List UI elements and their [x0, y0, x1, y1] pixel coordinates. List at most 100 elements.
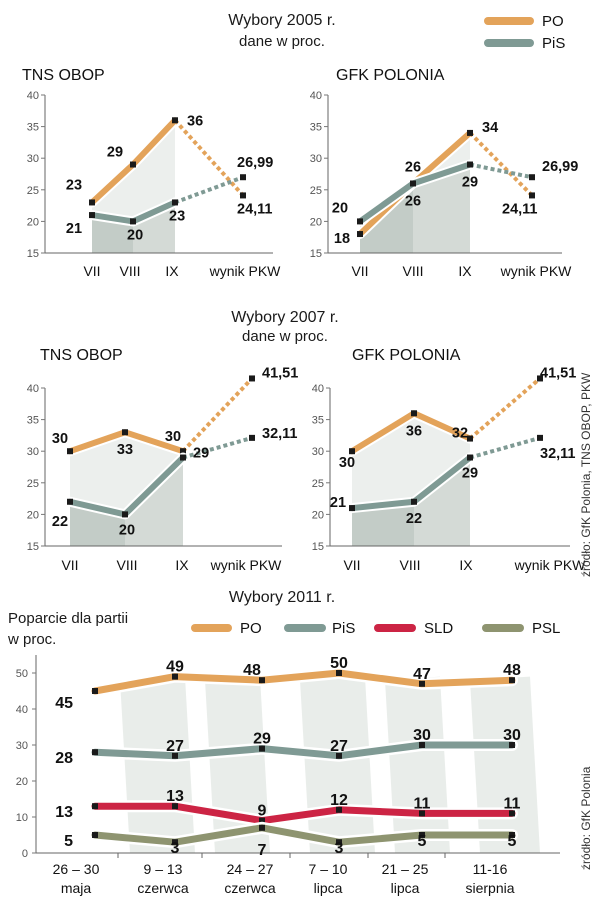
data-point-po — [89, 199, 95, 206]
data-label-po: 30 — [52, 431, 68, 447]
data-label-po: 26 — [405, 159, 421, 175]
series-line-2011-sld — [91, 802, 516, 825]
panel-title: TNS OBOP — [40, 347, 123, 364]
x-tick-label-2011-month: lipca — [391, 880, 420, 896]
legend-2011: PO PiS SLD PSL — [191, 620, 560, 637]
y-tick-label: 40 — [27, 383, 39, 395]
data-label-2011-sld: 12 — [330, 792, 348, 809]
data-label-pis: 23 — [169, 208, 185, 224]
x-tick-label: VII — [83, 263, 100, 279]
x-tick-label: IX — [459, 557, 473, 573]
data-label-po: 29 — [107, 145, 123, 161]
shade-under-pis — [414, 457, 470, 546]
section-2005-title: Wybory 2005 r. — [228, 12, 335, 29]
data-label-po: 36 — [406, 423, 422, 439]
data-label-2011-psl: 7 — [258, 842, 267, 859]
data-point-2011-sld — [259, 817, 265, 824]
x-tick-label: VIII — [119, 263, 140, 279]
y-tick-label: 15 — [312, 541, 324, 553]
data-point-2011-sld — [419, 810, 425, 817]
ylabel-2011-line1: Poparcie dla partii — [8, 610, 128, 627]
shade-column-2011 — [385, 676, 450, 853]
data-label-pis: 32,11 — [262, 426, 298, 442]
x-tick-label-2011-range: 24 – 27 — [227, 861, 274, 877]
data-label-2011-pis: 30 — [413, 727, 431, 744]
x-tick-label: VII — [343, 557, 360, 573]
x-tick-label: VII — [61, 557, 78, 573]
data-point-2011-pis — [172, 752, 178, 759]
shade-under-pis — [133, 202, 175, 253]
data-point-pis — [67, 498, 73, 505]
y-tick-label: 40 — [27, 90, 39, 102]
data-label-2011-psl: 5 — [418, 833, 427, 850]
y-tick-label-2011: 30 — [16, 740, 28, 752]
source-note-top: źródło: GfK Polonia, TNS OBOP, PKW — [579, 372, 593, 577]
y-tick-label-2011: 0 — [22, 848, 28, 860]
data-point-2011-sld — [336, 806, 342, 813]
shade-column-2011 — [120, 676, 195, 853]
series-dashed-po — [173, 118, 245, 197]
data-label-pis: 29 — [462, 466, 478, 482]
x-tick-label: VIII — [402, 263, 423, 279]
data-label-2011-pis: 30 — [503, 727, 521, 744]
section-2007-subtitle: dane w proc. — [242, 328, 328, 345]
x-tick-label: VIII — [116, 557, 137, 573]
data-label-2011-pis: 27 — [166, 738, 184, 755]
ylabel-2011-line2: w proc. — [7, 631, 56, 648]
data-label-pis: 22 — [406, 511, 422, 527]
y-tick-label: 15 — [27, 541, 39, 553]
series-dashed-pis — [469, 435, 541, 460]
panel-title: GFK POLONIA — [336, 67, 445, 84]
data-label-2011-pis: 28 — [55, 750, 73, 767]
data-label-2011-po: 47 — [413, 666, 431, 683]
y-tick-label: 15 — [27, 248, 39, 260]
data-point-po — [411, 410, 417, 417]
x-tick-label-2011-month: maja — [61, 880, 92, 896]
y-tick-label: 30 — [27, 446, 39, 458]
legend-2011-po-label: PO — [240, 620, 262, 637]
series-dashed-pis — [174, 175, 244, 205]
data-label-2011-psl: 5 — [508, 833, 517, 850]
data-point-po — [67, 448, 73, 455]
y-tick-label: 35 — [312, 415, 324, 427]
data-point-2011-po — [92, 688, 98, 694]
data-label-pis: 20 — [127, 227, 143, 243]
section-2007-title: Wybory 2007 r. — [231, 309, 338, 326]
data-point-pis — [537, 434, 543, 441]
data-label-2011-po: 50 — [330, 655, 348, 672]
series-line-2011-pis — [91, 741, 516, 760]
data-point-po — [357, 231, 363, 238]
data-label-pis: 26,99 — [542, 159, 578, 175]
data-label-pis: 21 — [330, 495, 346, 511]
data-label-2011-po: 49 — [166, 659, 184, 676]
data-label-2011-sld: 11 — [504, 795, 521, 812]
data-point-po — [529, 192, 535, 199]
x-tick-label: IX — [175, 557, 189, 573]
x-tick-label-2011-range: 26 – 30 — [53, 861, 100, 877]
y-tick-label: 20 — [27, 216, 39, 228]
data-point-2011-pis — [419, 742, 425, 748]
series-dashed-pis — [469, 162, 533, 180]
data-point-2011-pis — [336, 752, 342, 759]
y-tick-label: 40 — [312, 383, 324, 395]
data-point-2011-psl — [92, 832, 98, 838]
section-2005-subtitle: dane w proc. — [239, 33, 325, 50]
series-dashed-po — [468, 131, 534, 197]
shade-between-series — [133, 120, 175, 222]
data-point-pis — [180, 454, 186, 461]
data-point-2011-psl — [419, 832, 425, 838]
data-label-po: 34 — [482, 120, 498, 136]
data-label-pis: 26 — [405, 193, 421, 209]
data-point-2011-sld — [172, 803, 178, 810]
data-point-po — [467, 435, 473, 442]
data-label-2011-po: 48 — [503, 662, 521, 679]
x-tick-label-2011-month: lipca — [314, 880, 343, 896]
x-tick-label-2011-month: czerwca — [224, 880, 276, 896]
data-point-pis — [122, 511, 128, 518]
shade-under-pis — [413, 164, 470, 253]
source-note-bottom: źródło: GfK Polonia — [579, 766, 593, 870]
x-tick-label: IX — [165, 263, 179, 279]
legend-2011-pis-label: PiS — [332, 620, 355, 637]
